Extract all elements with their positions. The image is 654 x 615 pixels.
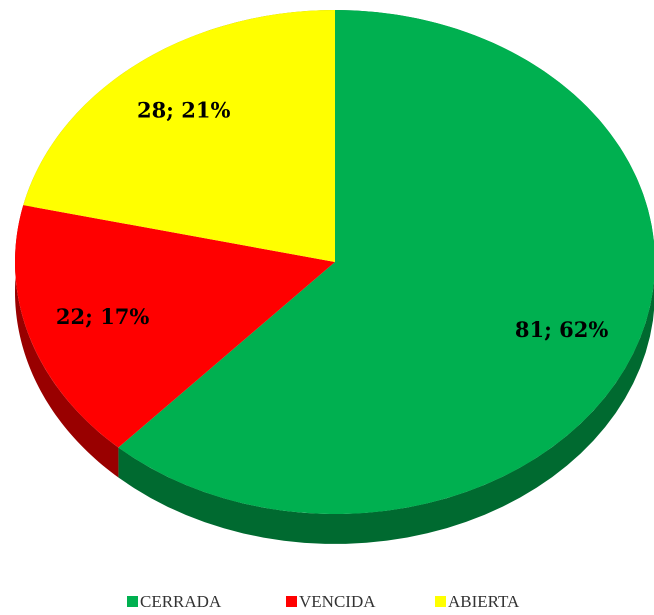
pie-side [15, 205, 119, 478]
pie-slice [14, 205, 335, 448]
legend-swatch [286, 596, 297, 607]
pie-slice [118, 10, 654, 514]
pie-side [118, 10, 654, 544]
legend-label: CERRADA [140, 592, 222, 611]
data-label: 28; 21% [137, 98, 231, 123]
pie-slice [23, 10, 335, 262]
legend-swatch [435, 596, 446, 607]
data-label: 22; 17% [56, 304, 150, 329]
legend-label: VENCIDA [299, 592, 376, 611]
legend-label: ABIERTA [448, 592, 520, 611]
legend-swatch [127, 596, 138, 607]
data-label: 81; 62% [515, 317, 609, 342]
